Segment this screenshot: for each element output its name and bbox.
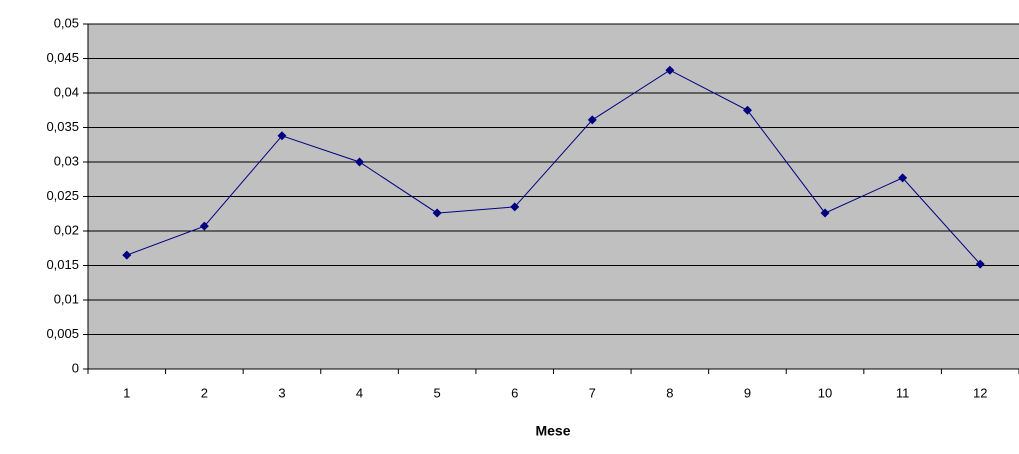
y-tick-label: 0,015 — [46, 257, 79, 272]
y-tick-label: 0,02 — [54, 222, 79, 237]
data-marker — [355, 157, 365, 167]
data-line — [126, 69, 981, 265]
x-tick-label: 7 — [589, 385, 596, 400]
data-marker — [277, 131, 287, 141]
x-tick-label: 3 — [278, 385, 285, 400]
x-tick-label: 6 — [511, 385, 518, 400]
data-marker — [587, 115, 597, 125]
y-tick-label: 0,025 — [46, 188, 79, 203]
y-tick-label: 0,04 — [54, 84, 79, 99]
x-tick-label: 4 — [356, 385, 363, 400]
y-tick-label: 0 — [72, 360, 79, 375]
y-tick-label: 0,045 — [46, 50, 79, 65]
data-marker — [742, 105, 752, 115]
x-tick-label: 1 — [123, 385, 130, 400]
data-marker — [898, 173, 908, 183]
x-tick-label: 5 — [434, 385, 441, 400]
y-tick-label: 0,03 — [54, 153, 79, 168]
y-tick-label: 0,05 — [54, 15, 79, 30]
data-marker — [665, 65, 675, 75]
x-tick-label: 9 — [744, 385, 751, 400]
y-tick-label: 0,005 — [46, 326, 79, 341]
data-marker — [975, 259, 985, 269]
x-tick-label: 2 — [201, 385, 208, 400]
y-tick-label: 0,01 — [54, 291, 79, 306]
x-tick-label: 8 — [666, 385, 673, 400]
x-tick-label: 12 — [973, 385, 987, 400]
x-axis-label: Mese — [535, 423, 570, 439]
x-tick-label: 10 — [818, 385, 832, 400]
data-marker — [199, 221, 209, 231]
x-tick-label: 11 — [896, 385, 910, 400]
data-marker — [432, 208, 442, 218]
data-marker — [820, 208, 830, 218]
data-marker — [510, 202, 520, 212]
data-marker — [122, 250, 132, 260]
y-tick-label: 0,035 — [46, 119, 79, 134]
